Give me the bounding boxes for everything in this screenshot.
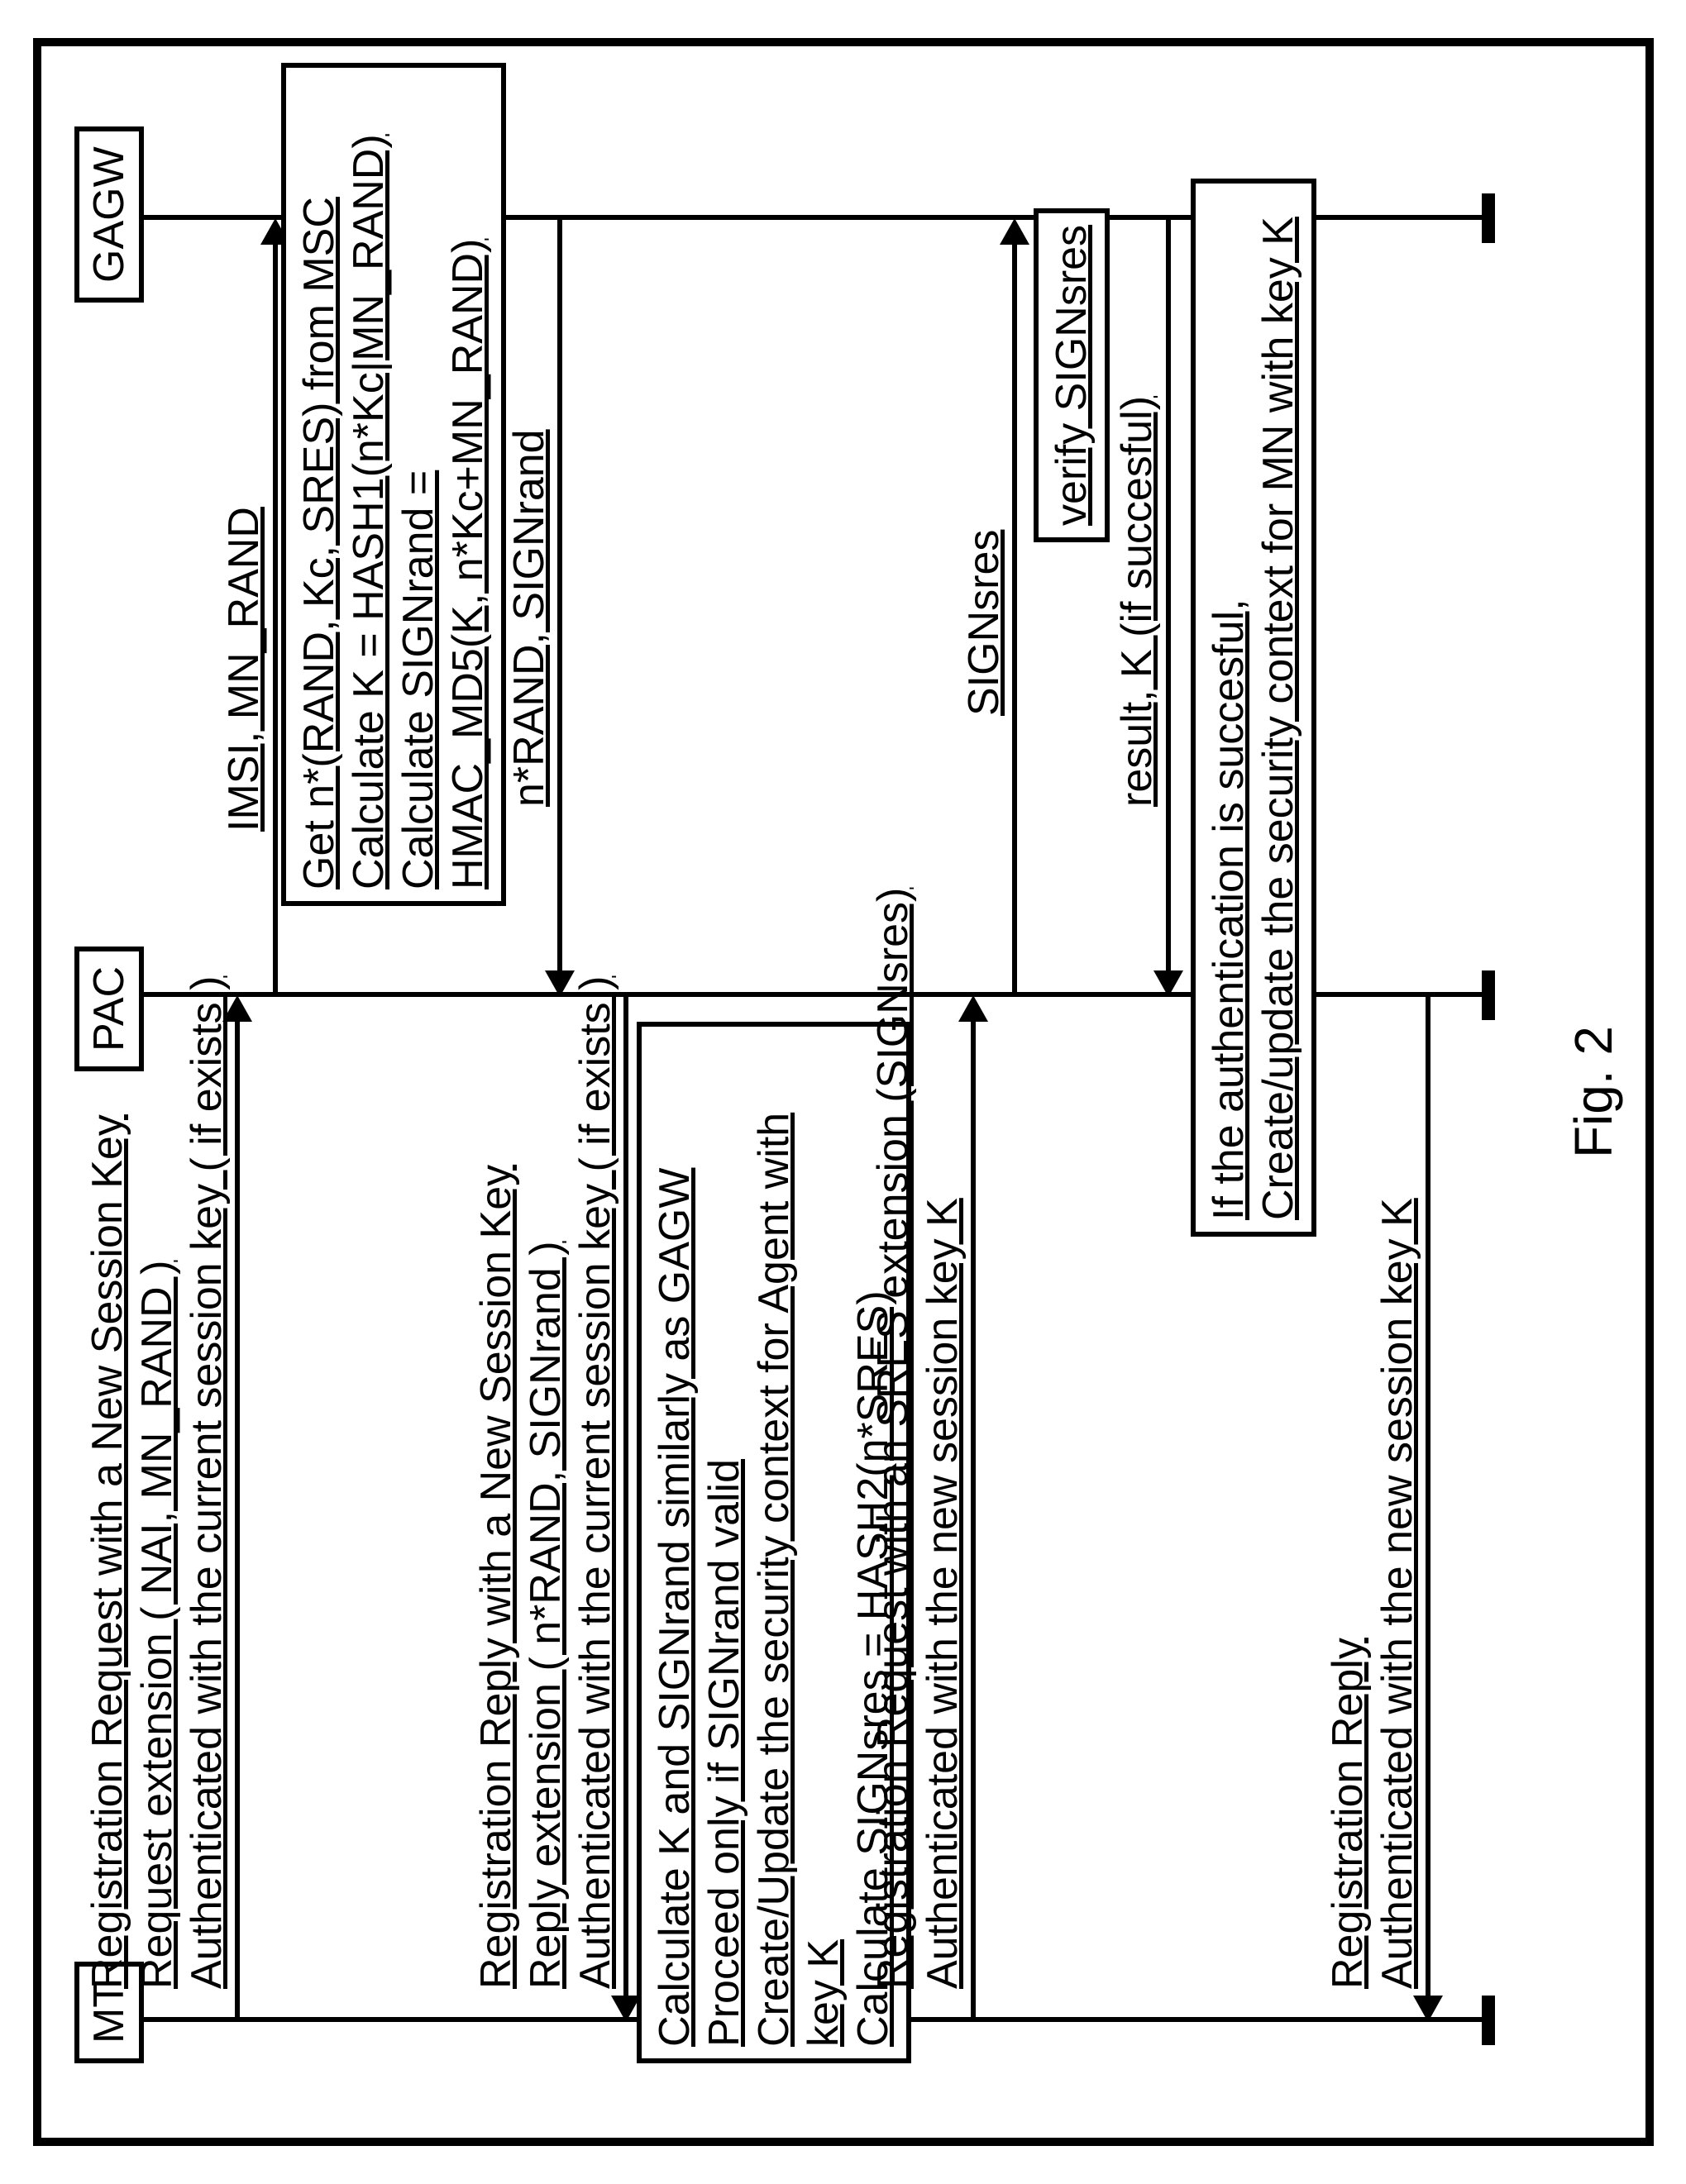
proc-mt-l3: Create/Update the security context for A… xyxy=(749,1038,848,2047)
msg8-line1: Registration Reply xyxy=(1323,1638,1373,1989)
msg8-arrow-line xyxy=(1426,995,1430,1997)
msg3-arrow-line xyxy=(557,218,562,972)
proc-gagw1-l4: HMAC_MD5(K, n*Kc+MN_RAND) xyxy=(443,79,493,889)
msg1-line3: Authenticated with the current session k… xyxy=(182,976,232,1989)
proc-pac-l1: If the authentication is succesful, xyxy=(1204,195,1254,1220)
msg5-line2: Authenticated with the new session key K xyxy=(918,1198,967,1989)
proc-gagw1-l3: Calculate SIGNrand = xyxy=(394,79,443,889)
sequence-diagram: MT PAC GAGW Registration Request with a … xyxy=(17,17,1670,2167)
msg6-arrow-line xyxy=(1012,242,1017,994)
proc-gagw-2: verify SIGNsres xyxy=(1034,208,1110,542)
msg4-line3: Authenticated with the current session k… xyxy=(571,976,620,1989)
msg8-arrowhead xyxy=(1413,1996,1443,2022)
msg1-line1: Registration Request with a New Session … xyxy=(83,1114,132,1989)
msg6-arrowhead xyxy=(1000,218,1029,245)
msg4-line1: Registration Reply with a New Session Ke… xyxy=(471,1165,521,1989)
figure-caption: Fig. 2 xyxy=(1563,1026,1624,1158)
msg7-arrowhead xyxy=(1153,970,1183,997)
msg4-line2: Reply extension ( n*RAND, SIGNrand ) xyxy=(521,1241,571,1989)
msg1-line2: Request extension ( NAI, MN_RAND ) xyxy=(132,1261,182,1989)
actor-pac: PAC xyxy=(74,947,144,1071)
actor-mt-label: MT xyxy=(85,1981,133,2043)
lifeline-pac-end xyxy=(1482,970,1495,1020)
actor-gagw-label: GAGW xyxy=(85,146,133,283)
actor-pac-label: PAC xyxy=(85,966,133,1051)
proc-gagw1-l1: Get n*(RAND, Kc, SRES) from MSC xyxy=(294,79,344,889)
msg1-arrowhead xyxy=(222,995,252,1022)
msg2-line1: IMSI, MN_RAND xyxy=(219,507,269,832)
msg5-line1: Registration Request with an SRES extens… xyxy=(868,888,918,1989)
proc-pac-l2: Create/update the security context for M… xyxy=(1254,195,1303,1220)
msg1-arrow-line xyxy=(235,1019,240,2019)
msg8-line2: Authenticated with the new session key K xyxy=(1373,1198,1422,1989)
msg5-arrow-line xyxy=(971,1019,976,2019)
msg5-arrowhead xyxy=(958,995,988,1022)
lifeline-mt-end xyxy=(1482,1996,1495,2045)
proc-pac: If the authentication is succesful, Crea… xyxy=(1191,179,1316,1237)
proc-mt-l2: Proceed only if SIGNrand valid xyxy=(700,1038,749,2047)
msg6-line1: SIGNsres xyxy=(959,530,1009,716)
proc-gagw1-l2: Calculate K = HASH1(n*Kc|MN_RAND) xyxy=(344,79,394,889)
msg4-arrow-line xyxy=(623,995,628,1997)
msg3-line1: n*RAND, SIGNrand xyxy=(504,429,554,807)
proc-gagw-1: Get n*(RAND, Kc, SRES) from MSC Calculat… xyxy=(281,63,506,906)
msg2-arrow-line xyxy=(273,242,278,994)
lifeline-gagw-end xyxy=(1482,193,1495,243)
proc-gagw2-l1: verify SIGNsres xyxy=(1047,225,1096,526)
msg7-arrow-line xyxy=(1166,218,1171,972)
actor-gagw: GAGW xyxy=(74,126,144,303)
proc-mt-l1: Calculate K and SIGNrand similarly as GA… xyxy=(650,1038,700,2047)
msg7-line1: result, K (if succesful) xyxy=(1112,396,1162,807)
